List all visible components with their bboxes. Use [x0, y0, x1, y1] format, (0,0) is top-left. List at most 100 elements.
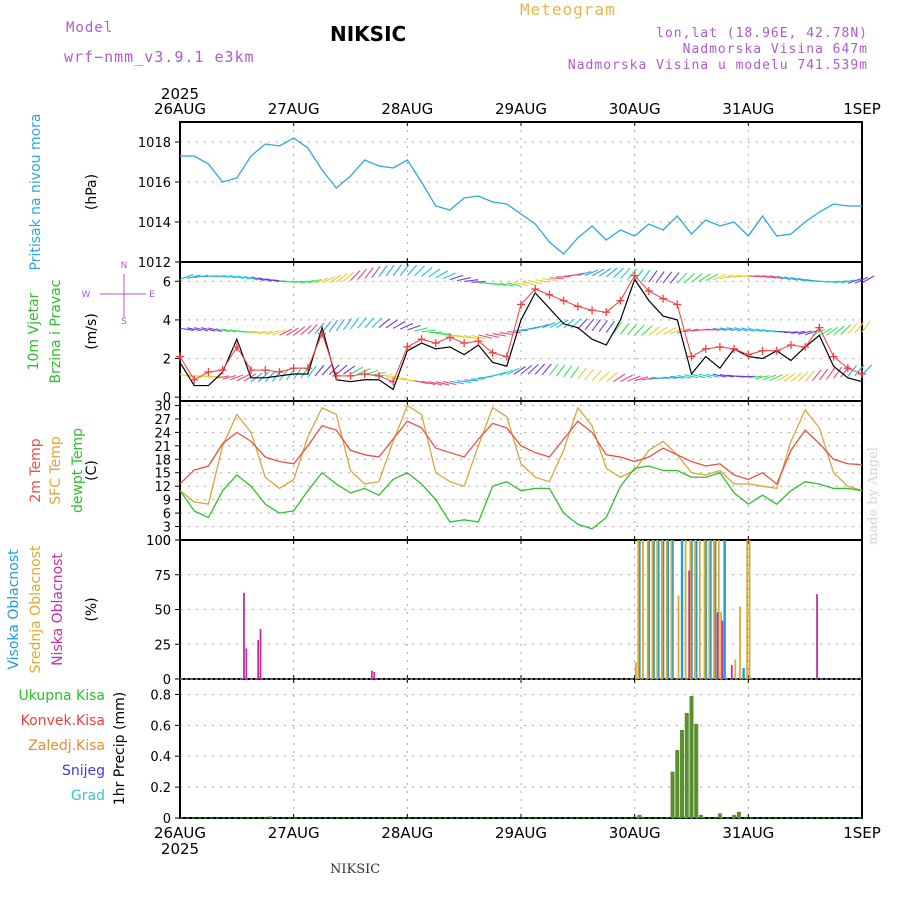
panel-frame	[179, 400, 863, 541]
cloud-bar	[704, 540, 707, 679]
wind-direction-arrow	[449, 274, 464, 281]
wind-direction-arrow	[719, 374, 734, 378]
cloud-bar	[721, 620, 724, 679]
wind-direction-arrow	[783, 276, 798, 281]
panel-title: 2m Temp	[28, 438, 44, 502]
panel-title: Pritisak na nivou mora	[28, 113, 44, 270]
wind-direction-arrow	[612, 321, 623, 334]
panel-title: dewpt Temp	[70, 428, 86, 513]
wind-direction-arrow	[826, 326, 839, 336]
cloud-bar	[245, 648, 248, 679]
wind-direction-arrow	[464, 379, 479, 382]
wind-direction-arrow	[186, 327, 201, 332]
wind-direction-arrow	[755, 328, 770, 333]
wind-direction-arrow	[840, 324, 852, 335]
wind-direction-arrow	[286, 327, 299, 336]
panel-title: Brzina i Pravac	[48, 280, 64, 384]
y-tick-label: 4	[163, 314, 171, 329]
wind-direction-arrow	[215, 327, 230, 333]
wind-direction-arrow	[790, 331, 805, 334]
wind-direction-arrow	[804, 370, 815, 382]
wind-direction-arrow	[833, 366, 843, 379]
cloud-bar	[720, 612, 723, 679]
wind-direction-arrow	[371, 266, 381, 278]
wind-direction-arrow	[421, 329, 436, 333]
y-tick-label: 3	[163, 521, 171, 536]
wind-direction-arrow	[264, 371, 276, 382]
wind-direction-arrow	[705, 273, 719, 282]
wind-direction-arrow	[492, 282, 507, 287]
y-tick-label: 30	[154, 399, 171, 414]
wind-compass-s: S	[121, 317, 127, 327]
wind-direction-arrow	[342, 318, 353, 331]
wind-gust-line	[179, 274, 863, 383]
wind-direction-arrow	[854, 364, 865, 376]
x-axis-label-top: 30AUG	[609, 100, 661, 118]
wind-compass-w: W	[82, 290, 91, 300]
cloud-bar	[665, 540, 668, 679]
wind-direction-arrow	[250, 276, 265, 282]
wind-direction-arrow	[399, 264, 410, 276]
wind-direction-arrow	[385, 264, 395, 277]
wind-direction-arrow	[748, 375, 763, 379]
wind-direction-arrow	[684, 374, 699, 379]
wind-direction-arrow	[598, 267, 612, 277]
wind-direction-arrow	[861, 275, 875, 284]
wind-direction-arrow	[535, 323, 549, 329]
cloud-bar	[370, 670, 373, 679]
wind-direction-arrow	[620, 267, 631, 279]
wind-direction-arrow	[279, 328, 293, 336]
cloud-bar	[708, 540, 711, 679]
wind-direction-arrow	[748, 327, 763, 333]
wind-direction-arrow	[357, 317, 367, 329]
cloud-bar	[694, 540, 696, 679]
wind-direction-arrow	[726, 274, 741, 279]
wind-direction-arrow	[634, 324, 645, 336]
wind-direction-arrow	[307, 278, 322, 284]
wind-direction-arrow	[755, 275, 770, 278]
wind-direction-arrow	[684, 328, 699, 333]
wind-direction-arrow	[385, 319, 398, 329]
wind-direction-arrow	[605, 267, 618, 278]
y-tick-label: 25	[154, 638, 171, 653]
cloud-bar	[816, 594, 818, 679]
precip-bar	[694, 723, 699, 818]
wind-direction-arrow	[854, 321, 865, 334]
wind-direction-arrow	[563, 318, 575, 329]
cloud-bar	[716, 612, 719, 679]
y-tick-label: 12	[154, 480, 171, 495]
precip-bar	[689, 695, 694, 818]
wind-direction-arrow	[847, 322, 858, 335]
precip-legend-item: Ukupna Kisa	[18, 688, 105, 704]
panel-title: Niska Oblacnost	[50, 553, 66, 666]
cloud-bar	[638, 540, 641, 679]
wind-direction-arrow	[321, 276, 335, 284]
wind-direction-arrow	[741, 375, 756, 378]
wind-direction-arrow	[464, 279, 479, 283]
wind-direction-arrow	[676, 272, 688, 284]
elevation-label: Nadmorska Visina 647m	[682, 42, 868, 57]
wind-direction-arrow	[648, 326, 661, 336]
wind-direction-arrow	[428, 268, 441, 278]
wind-direction-arrow	[833, 325, 845, 336]
wind-direction-arrow	[669, 327, 684, 335]
wind-direction-arrow	[520, 280, 535, 286]
x-axis-label-bottom: 1SEP	[843, 824, 881, 842]
x-axis-label-top: 29AUG	[495, 100, 547, 118]
wind-direction-arrow	[456, 380, 472, 383]
cloud-bar	[647, 540, 651, 679]
year-label-top: 2025	[161, 85, 199, 103]
wind-direction-arrow	[314, 322, 325, 334]
precip-bar	[675, 750, 680, 818]
precip-bar	[670, 771, 675, 818]
cloud-bar	[690, 540, 693, 679]
wind-direction-arrow	[641, 269, 651, 282]
precip-legend-item: Grad	[71, 788, 105, 804]
wind-direction-arrow	[861, 320, 871, 333]
cloud-bar	[688, 570, 691, 679]
wind-direction-arrow	[549, 320, 563, 329]
panel-title: Srednja Oblacnost	[28, 545, 44, 673]
wind-direction-arrow	[414, 380, 429, 385]
wind-compass-n: N	[121, 261, 128, 271]
wind-direction-arrow	[790, 372, 803, 383]
